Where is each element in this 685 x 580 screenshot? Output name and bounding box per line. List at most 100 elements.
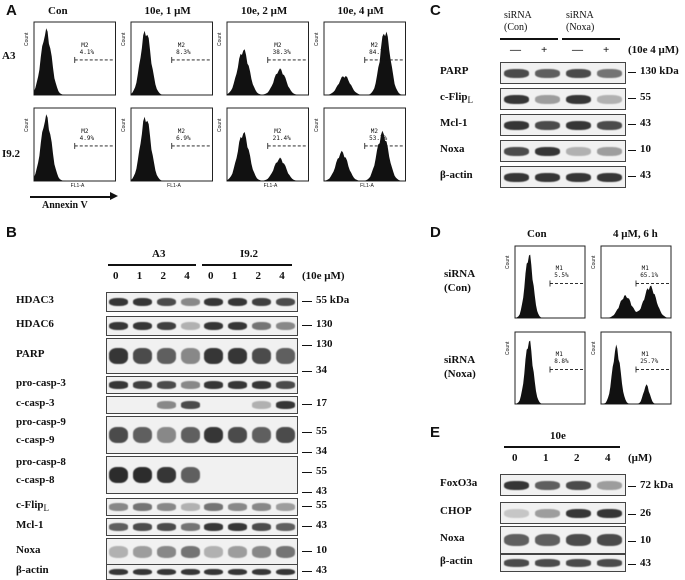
panel-b-row-label-3: pro-casp-3 (16, 377, 66, 389)
panel-b-blot-row-3-band-0 (109, 381, 129, 389)
panel-b-blot-row-4 (106, 396, 298, 414)
panel-b-blot-row-3-band-2 (156, 381, 176, 389)
panel-b-blot-row-10-band-3 (180, 546, 200, 558)
panel-a-flow-r1-c1-percent: 6.9% (176, 134, 191, 142)
panel-b-blot-row-9-band-7 (275, 523, 295, 531)
panel-a-flow-r1-c3-y-axis: Count (313, 118, 320, 132)
panel-c-group-1-line-0: siRNA (566, 10, 594, 21)
panel-b-marker-tick-1-0 (302, 325, 312, 326)
panel-d-flow-r0-c0-gate-label: M1 (555, 265, 563, 273)
panel-e-blot-3-band-3 (597, 559, 622, 567)
panel-d-row-1-line-1: (Noxa) (444, 368, 476, 380)
panel-a-flow-r1-c3: M2 53.7% Count FL1-A (313, 106, 409, 191)
panel-c-group-0-line-0: siRNA (504, 10, 532, 21)
panel-b-blot-row-8-band-5 (228, 503, 248, 511)
panel-b-marker-2-0: 130 (316, 338, 333, 350)
panel-c-blot-3-band-1 (535, 146, 560, 156)
panel-b-blot-row-1-band-1 (133, 321, 153, 331)
panel-a-flow-r1-c0-plot (33, 107, 116, 182)
panel-a-flow-r0-c2-y-axis: Count (217, 32, 223, 46)
annexin-v-label: Annexin V (42, 200, 88, 211)
panel-b-blot-row-6-band-5 (228, 426, 248, 444)
panel-b-blot-row-11-band-4 (204, 568, 224, 576)
panel-b-blot-row-3-band-4 (204, 381, 224, 389)
panel-c-marker-3: 10 (640, 143, 651, 155)
panel-b-blot-row-8-band-1 (133, 503, 153, 511)
panel-b-blot-row-6-band-7 (275, 426, 295, 444)
panel-b-blot-row-1-band-4 (204, 321, 224, 331)
panel-a-flow-r0-c3-gate-label: M2 (370, 41, 378, 49)
panel-b-marker-5-0: 55 (316, 425, 327, 437)
panel-b-lane-4: 0 (208, 270, 214, 282)
panel-c-treat-2: — (572, 44, 583, 56)
panel-e-marker-0: 72 kDa (640, 479, 674, 491)
panel-a-flow-r0-c0-gate-label: M2 (81, 41, 89, 49)
panel-a-flow-r0-c2-histogram-group (227, 49, 309, 95)
panel-c-blot-1-band-2 (566, 94, 591, 104)
panel-b-row-label-10: Mcl-1 (16, 519, 44, 531)
panel-b-blot-row-0-band-1 (133, 297, 153, 307)
panel-e-blot-1-band-0 (504, 508, 529, 518)
panel-d-flow-r0-c1-percent: 65.1% (640, 272, 659, 280)
panel-d-row-0-line-0: siRNA (444, 268, 476, 280)
panel-c-blot-1 (500, 88, 626, 110)
panel-a-flow-r1-c2-histogram (227, 132, 309, 181)
panel-b-blot-row-0-band-7 (275, 297, 295, 307)
panel-b-marker-4-0: 17 (316, 397, 327, 409)
panel-a-flow-r1-c1-histogram-group (130, 116, 212, 181)
panel-b-blot-row-11-band-5 (228, 568, 248, 576)
panel-a-flow-r1-c0-frame (33, 107, 116, 182)
panel-b-lane-1: 1 (136, 270, 143, 282)
panel-c-marker-4: 43 (640, 169, 651, 181)
panel-a-flow-r0-c0-plot (33, 21, 116, 96)
annexin-arrow-head-icon (110, 192, 118, 200)
panel-a-flow-r1-c3-histogram-group (323, 130, 405, 181)
panel-a-flow-r1-c1-histogram (130, 116, 212, 181)
panel-e-lane-2: 2 (574, 452, 580, 464)
panel-e-group-rule (504, 446, 620, 448)
panel-a-flow-r1-c0: M2 4.9% Count FL1-A (24, 106, 120, 191)
panel-c-blot-0 (500, 62, 626, 84)
panel-c-treat-3: + (603, 44, 610, 56)
panel-c-marker-1: 55 (640, 91, 651, 103)
panel-c-label: C (430, 2, 441, 19)
panel-e-marker-tick-0 (628, 486, 636, 487)
panel-a-col-2: 10e, 2 μM (241, 5, 288, 17)
panel-e-marker-2: 10 (640, 534, 651, 546)
panel-b-marker-tick-4-0 (302, 404, 312, 405)
panel-a-flow-r0-c2-histogram (227, 49, 309, 95)
panel-b-blot-row-2-band-3 (180, 348, 200, 364)
panel-b-marker-tick-7-0 (302, 472, 312, 473)
panel-c-row-label-sub-1: L (467, 95, 474, 106)
panel-c-blot-4-band-3 (597, 172, 622, 182)
panel-d-flow-r1-c0-histogram (515, 340, 585, 404)
panel-b-blot-row-9-band-6 (251, 523, 271, 531)
panel-d-flow-r0-c1-y-axis: Count (591, 255, 597, 270)
panel-a-flow-r1-c2-percent: 21.4% (272, 134, 291, 142)
panel-b-blot-row-10-band-4 (204, 546, 224, 558)
panel-a-flow-r0-c1-frame (130, 21, 213, 96)
panel-b-blot-row-10-band-6 (251, 546, 271, 558)
panel-c-blot-0-band-0 (504, 68, 529, 78)
panel-c-row-label-1: c-FlipL (440, 91, 474, 106)
panel-b-blot-row-9 (106, 518, 298, 536)
panel-c-row-label-3: Noxa (440, 143, 465, 155)
panel-d-col-0: Con (527, 228, 547, 240)
panel-b-blot-row-2-band-5 (228, 348, 248, 364)
panel-b-blot-row-7-band-2 (156, 466, 176, 484)
panel-b-row-label-1: HDAC6 (16, 318, 54, 330)
panel-d-flow-r1-c1: M1 25.7% Count (591, 330, 675, 414)
panel-b-blot-row-4-band-3 (180, 401, 200, 409)
panel-e-blot-0-band-1 (535, 480, 560, 490)
panel-a-label: A (6, 2, 17, 19)
panel-b-row-label-11: Noxa (16, 544, 41, 556)
panel-b-blot-row-3-band-7 (275, 381, 295, 389)
panel-b-label: B (6, 224, 17, 241)
panel-e-blot-3-band-1 (535, 559, 560, 567)
panel-b-blot-row-8-band-0 (109, 503, 129, 511)
panel-a-row-a3: A3 (2, 50, 16, 62)
panel-b-blot-row-1 (106, 316, 298, 336)
panel-b-row-label-12: β-actin (16, 564, 49, 576)
panel-c-blot-3-band-3 (597, 146, 622, 156)
panel-b-row-label-9: c-FlipL (16, 499, 49, 514)
